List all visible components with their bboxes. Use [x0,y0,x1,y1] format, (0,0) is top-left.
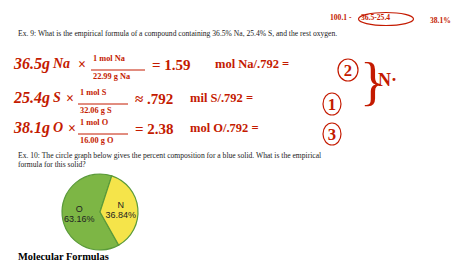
annotation-line: 16.00 g O [80,136,114,145]
annotation-line: 1 [328,95,336,114]
pie-label-value: 36.84% [106,210,137,220]
annotation-line: 36.5-25.4 [361,13,390,22]
annotation: 25.4g [13,89,50,107]
annotation-line: 38.1% [430,16,451,25]
annotation: 100.1 - [330,13,352,22]
circle-mark [323,93,341,115]
annotation-line: Molecular Formulas [18,251,109,262]
annotation: 1 mol Na [93,54,126,63]
annotation: Ex. 10: The circle graph below gives the… [18,151,321,169]
annotation-line: 100.1 - [330,13,352,22]
annotation-line: 1 mol O [80,118,109,127]
annotation-line: 1 mol S [80,88,107,97]
fraction-bar [78,134,128,135]
annotation: Molecular Formulas [18,251,109,262]
annotation: 16.00 g O [80,136,114,145]
annotation-line: × [66,91,74,106]
annotation: Na [52,56,70,71]
pie-label: O63.16% [64,204,95,224]
annotation: 38.1% [430,16,451,25]
annotation-line: Ex. 9: What is the empirical formula of … [18,29,337,38]
annotation: × [68,121,76,136]
annotation-line: × [68,121,76,136]
pie-label: N36.84% [106,200,137,220]
annotation-line: 36.5g [13,55,50,73]
annotation-line: = 2.38 [135,121,174,137]
annotation: 36.5g [13,55,50,73]
annotation-line: 3 [328,125,336,144]
annotation: 36.5-25.4 [361,13,390,22]
pie-label-category: N [118,200,125,210]
annotation-line: mol Na/.792 = [215,57,289,71]
pie [62,174,138,250]
annotation-line: 32.06 g S [80,106,112,115]
annotation-line: 1 mol Na [93,54,126,63]
annotation: Ex. 9: What is the empirical formula of … [18,29,337,38]
annotation: 22.99 g Na [93,72,131,81]
annotation-line: 25.4g [13,89,50,107]
annotation: 3 [328,125,336,144]
annotation-line: Na [52,56,70,71]
annotation: mol O/.792 = [190,121,259,135]
annotation: 2 [344,61,352,80]
circle-mark [338,59,358,81]
annotation: mil S/.792 = [190,91,253,105]
annotation: O [53,120,63,135]
annotation-line: mol O/.792 = [190,121,259,135]
annotation: S [53,90,61,105]
pie-label-value: 63.16% [64,214,95,224]
annotation-line: mil S/.792 = [190,91,253,105]
annotation-line: Ex. 10: The circle graph below gives the… [18,151,321,160]
fraction-bar [91,70,145,71]
annotation-line: 38.1g [13,119,50,137]
worksheet: 100.1 - 36.5-25.4 38.1% Ex. 9: What is the … [0,0,474,266]
annotation: mol Na/.792 = [215,57,289,71]
annotation: 38.1g [13,119,50,137]
annotation: N· [378,70,397,90]
pie-labels: O63.16% N36.84% [64,200,136,224]
fraction-bar [78,104,128,105]
circle-mark [359,13,414,26]
annotation-line: 2 [344,61,352,80]
annotation: × [78,57,86,72]
annotation: 1 mol S [80,88,107,97]
annotation-line: = 1.59 [152,57,191,73]
annotation-line: formula for this solid? [18,160,86,169]
annotation-line: S [53,90,61,105]
annotation: 32.06 g S [80,106,112,115]
circle-mark [323,123,341,145]
annotation-line: 22.99 g Na [93,72,131,81]
annotation-line: N· [378,70,397,90]
annotation: = 2.38 [135,121,174,137]
annotation: 1 mol O [80,118,109,127]
annotation-line: ≈ .792 [135,91,173,107]
annotation: ≈ .792 [135,91,173,107]
annotation-line: O [53,120,63,135]
pie-label-category: O [76,204,83,214]
annotations: 100.1 - 36.5-25.4 38.1% Ex. 9: What is the … [13,13,451,262]
annotation: 1 [328,95,336,114]
annotation: × [66,91,74,106]
pie-slice [100,176,138,245]
annotation: = 1.59 [152,57,191,73]
annotation-line: × [78,57,86,72]
